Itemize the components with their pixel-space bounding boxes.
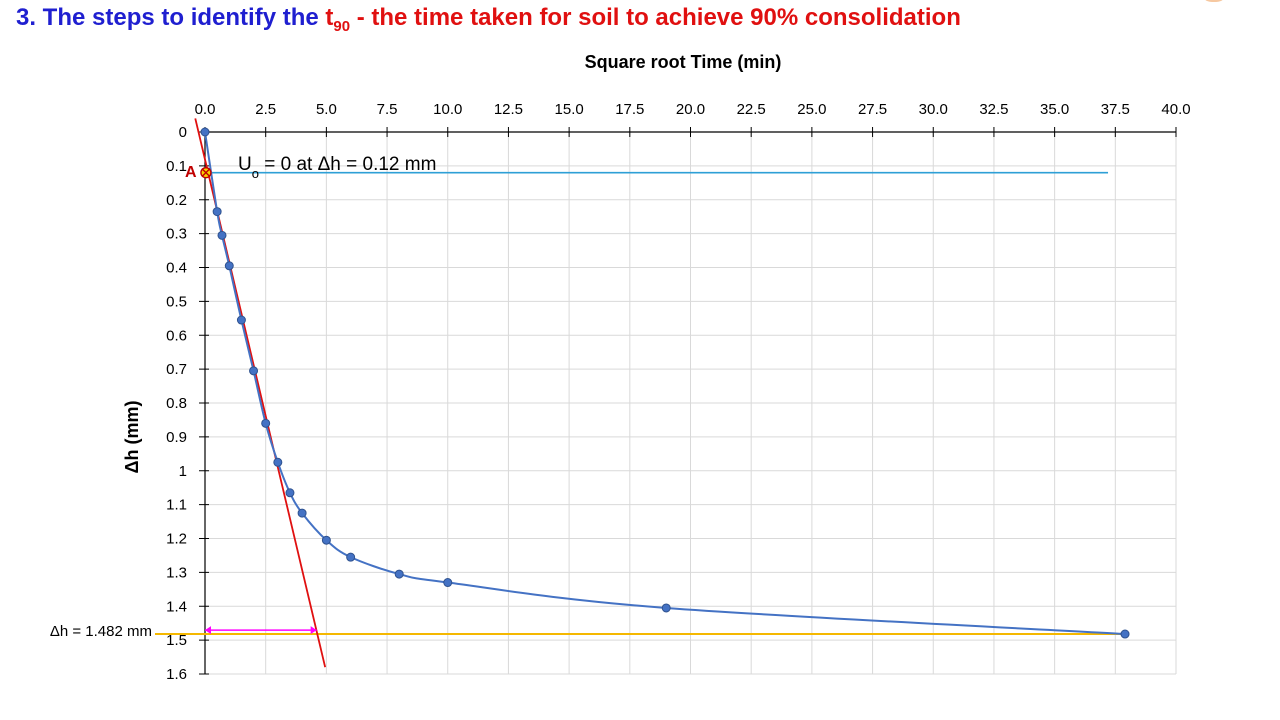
y-tick-label: 0.3 — [166, 226, 187, 243]
y-tick-label: 1.3 — [166, 564, 187, 581]
data-point — [346, 552, 356, 562]
x-tick-label: 0.0 — [195, 101, 216, 118]
x-tick-label: 37.5 — [1101, 101, 1130, 118]
u0-letter: U — [238, 154, 252, 175]
data-point — [217, 230, 227, 240]
series-line — [204, 131, 1126, 636]
axes: 0.0 2.5 5.0 7.5 10.0 12.5 15.0 17.5 20.0 22.5 25.0… — [166, 101, 1190, 683]
u0-subscript: o — [252, 166, 259, 181]
y-tick-label: 0.4 — [166, 260, 187, 277]
u0-text: = 0 at Δh = 0.12 mm — [259, 154, 436, 175]
x-tick-label: 2.5 — [255, 101, 276, 118]
y-tick-label: 1.4 — [166, 598, 187, 615]
x-tick-label: 32.5 — [979, 101, 1008, 118]
u0-annotation: Uo = 0 at Δh = 0.12 mm — [238, 154, 436, 181]
data-series — [200, 127, 1130, 639]
y-tick-label: 0.9 — [166, 429, 187, 446]
h90-annotation: Δh = 1.482 mm — [50, 623, 152, 640]
data-point — [297, 508, 307, 518]
x-tick-label: 30.0 — [919, 101, 948, 118]
title-t-subscript: 90 — [333, 17, 351, 35]
corner-logo-mark — [1200, 0, 1228, 2]
data-point — [212, 207, 222, 217]
y-tick-label: 0.1 — [166, 158, 187, 175]
y-tick-label: 0.2 — [166, 192, 187, 209]
point-a-label: A — [185, 164, 197, 181]
data-point — [443, 578, 453, 588]
y-tick-label: 0 — [179, 124, 187, 141]
y-tick-label: 1.5 — [166, 632, 187, 649]
x-axis-title: Square root Time (min) — [585, 52, 782, 72]
y-tick-label: 1.6 — [166, 666, 187, 683]
data-point — [249, 366, 259, 376]
point-a-cross — [201, 168, 211, 178]
title-t-symbol: t — [325, 4, 334, 31]
x-tick-label: 12.5 — [494, 101, 523, 118]
x-tick-label: 15.0 — [555, 101, 584, 118]
x-tick-label: 20.0 — [676, 101, 705, 118]
slide-title: 3. The steps to identify the t90 - the t… — [16, 4, 961, 35]
x-tick-label: 5.0 — [316, 101, 337, 118]
x-tick-label: 35.0 — [1040, 101, 1069, 118]
x-tick-label: 25.0 — [797, 101, 826, 118]
x-tick-label: 10.0 — [433, 101, 462, 118]
y-tick-label: 0.6 — [166, 327, 187, 344]
gridlines — [205, 132, 1177, 675]
chart-labels: Square root Time (min) Δh (mm) Uo = 0 at… — [50, 52, 782, 640]
data-point — [261, 418, 271, 428]
x-tick-label: 17.5 — [615, 101, 644, 118]
title-suffix: - the time taken for soil to achieve 90%… — [350, 4, 961, 31]
x-tick-label: 22.5 — [737, 101, 766, 118]
x-tick-label: 40.0 — [1161, 101, 1190, 118]
data-point — [394, 569, 404, 579]
y-tick-label: 0.8 — [166, 395, 187, 412]
data-point — [661, 603, 671, 613]
data-point — [273, 457, 283, 467]
data-point — [321, 535, 331, 545]
data-point — [285, 488, 295, 498]
data-point — [224, 261, 234, 271]
y-tick-label: 0.5 — [166, 293, 187, 310]
y-axis-title: Δh (mm) — [122, 401, 142, 474]
data-point — [236, 315, 246, 325]
data-point — [200, 127, 210, 137]
y-tick-label: 0.7 — [166, 361, 187, 378]
time-arrow-head-right — [310, 626, 317, 635]
title-prefix: 3. The steps to identify the — [16, 4, 326, 31]
x-tick-label: 27.5 — [858, 101, 887, 118]
reference-lines — [155, 118, 1126, 668]
time-arrow-head-left — [205, 626, 211, 635]
y-tick-label: 1 — [179, 463, 187, 480]
data-point — [1120, 629, 1130, 639]
y-tick-label: 1.1 — [166, 497, 187, 514]
y-tick-label: 1.2 — [166, 531, 187, 548]
x-tick-label: 7.5 — [377, 101, 398, 118]
